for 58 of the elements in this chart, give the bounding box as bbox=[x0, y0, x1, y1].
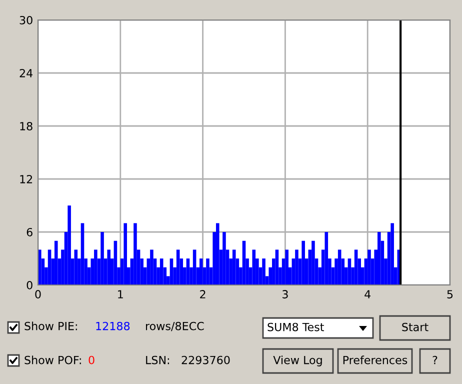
text: rows/8ECC bbox=[146, 322, 204, 332]
bar bbox=[107, 250, 111, 285]
bar bbox=[150, 250, 154, 285]
bar bbox=[134, 223, 137, 285]
x-tick-label: 2 bbox=[200, 290, 206, 298]
x-tick-label: 0 bbox=[35, 290, 41, 298]
x-tick-label: 5 bbox=[447, 290, 453, 298]
bar bbox=[390, 223, 394, 285]
text: 2293760 bbox=[182, 356, 230, 364]
bar bbox=[124, 223, 127, 285]
bar bbox=[377, 232, 381, 285]
bar bbox=[38, 250, 42, 285]
y-tick-label: 6 bbox=[26, 228, 32, 236]
bar bbox=[262, 258, 266, 285]
x-tick-label: 4 bbox=[364, 290, 371, 298]
text: LSN: bbox=[146, 356, 169, 364]
text: Show PIE: bbox=[24, 322, 77, 330]
bar bbox=[242, 240, 246, 285]
bar bbox=[216, 223, 220, 285]
y-tick-label: 18 bbox=[20, 122, 32, 130]
text: SUM8 Test bbox=[268, 322, 324, 332]
bar bbox=[74, 250, 78, 285]
y-tick-label: 24 bbox=[20, 68, 33, 78]
bar bbox=[54, 240, 58, 285]
bar bbox=[68, 206, 71, 285]
x-tick-label: 1 bbox=[118, 290, 123, 298]
bar bbox=[192, 250, 196, 285]
y-tick-label: 30 bbox=[20, 16, 32, 24]
bar bbox=[368, 250, 371, 285]
bar bbox=[285, 250, 288, 285]
text: Preferences bbox=[343, 356, 408, 364]
text: Show POF: bbox=[24, 356, 81, 364]
text: Start bbox=[402, 322, 428, 332]
y-tick-label: 0 bbox=[26, 280, 32, 290]
bar bbox=[232, 250, 236, 285]
text: 12188 bbox=[96, 322, 130, 330]
bar bbox=[222, 232, 226, 285]
bar bbox=[275, 250, 279, 285]
bar bbox=[48, 250, 52, 285]
text: ? bbox=[432, 356, 438, 364]
bar bbox=[324, 232, 328, 285]
bar bbox=[252, 250, 256, 285]
y-tick-label: 12 bbox=[20, 174, 32, 184]
bar bbox=[176, 250, 180, 285]
bar bbox=[200, 258, 203, 285]
text: View Log bbox=[273, 356, 322, 366]
bar bbox=[302, 240, 305, 285]
bar bbox=[94, 250, 98, 285]
bar bbox=[354, 250, 358, 285]
bar bbox=[312, 240, 315, 285]
bar bbox=[80, 223, 84, 285]
bar bbox=[295, 250, 298, 285]
bar bbox=[100, 232, 104, 285]
bar bbox=[206, 258, 210, 285]
bar bbox=[338, 250, 342, 285]
x-tick-label: 3 bbox=[282, 290, 288, 298]
text: 0 bbox=[88, 356, 94, 364]
bar bbox=[114, 240, 118, 285]
